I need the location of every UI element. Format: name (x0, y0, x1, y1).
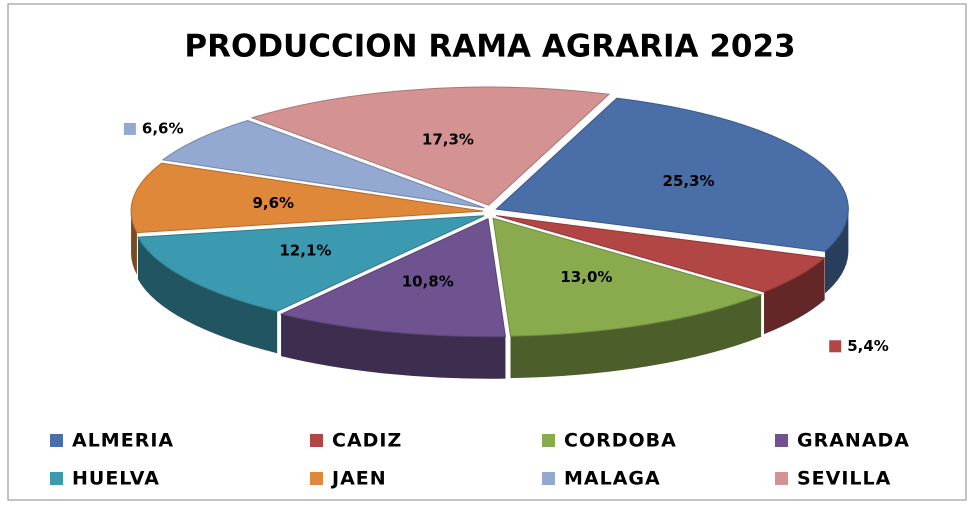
label-key (829, 340, 842, 353)
slice-side (825, 209, 849, 294)
legend-label: CORDOBA (564, 430, 677, 452)
slice-side (131, 211, 137, 275)
legend-swatch (542, 472, 555, 485)
legend-label: JAEN (330, 468, 387, 490)
label-key (123, 122, 136, 135)
data-label: 17,3% (422, 131, 474, 149)
legend-swatch (310, 434, 323, 447)
chart-title: PRODUCCION RAMA AGRARIA 2023 (184, 29, 795, 65)
legend-swatch (775, 472, 788, 485)
legend-label: MALAGA (564, 468, 661, 490)
slice (495, 215, 826, 293)
legend-label: ALMERIA (72, 430, 174, 452)
legend-label: SEVILLA (797, 468, 891, 490)
legend-swatch (50, 472, 63, 485)
data-label: 12,1% (279, 242, 331, 260)
data-label: 10,8% (402, 273, 454, 291)
slice-side (510, 294, 762, 379)
slice-side (281, 314, 506, 379)
data-label: 6,6% (142, 119, 184, 137)
slice (161, 119, 485, 209)
legend-label: GRANADA (797, 430, 910, 452)
slice (250, 86, 611, 206)
slice (495, 97, 849, 252)
slice (130, 162, 484, 234)
data-label: 5,4% (847, 337, 889, 355)
slice (279, 217, 507, 338)
legend-swatch (542, 434, 555, 447)
slice-side (764, 257, 825, 335)
data-label: 9,6% (252, 194, 294, 212)
legend-swatch (50, 434, 63, 447)
data-label: 13,0% (560, 268, 612, 286)
chart-border (7, 3, 967, 501)
legend-swatch (775, 434, 788, 447)
slice (137, 215, 485, 312)
data-label: 25,3% (663, 172, 715, 190)
legend-label: CADIZ (332, 430, 402, 452)
slice (492, 217, 763, 337)
slice-side (137, 237, 278, 354)
legend-label: HUELVA (72, 468, 160, 490)
legend-swatch (310, 472, 323, 485)
